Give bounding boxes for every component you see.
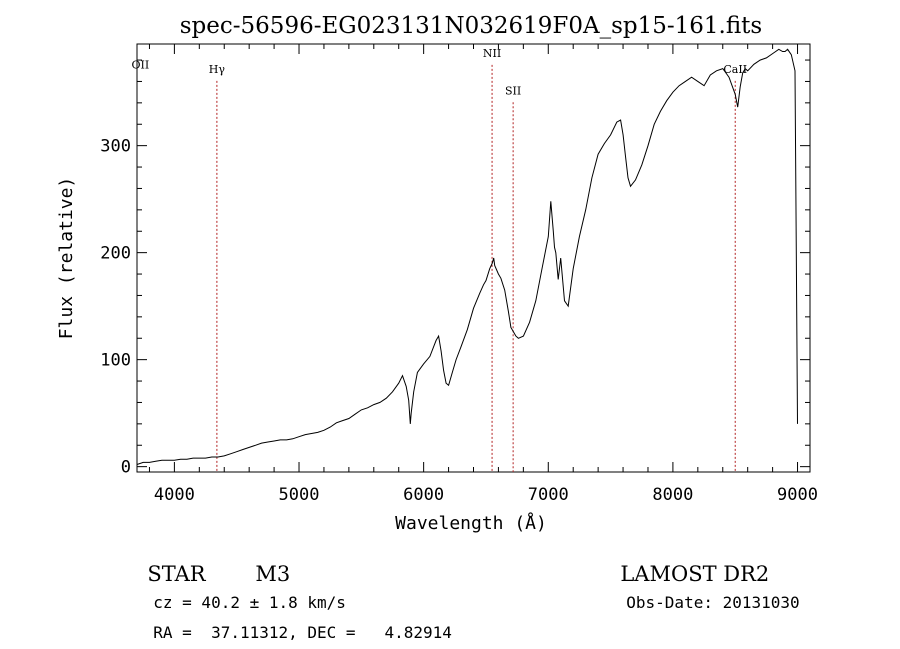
plot-frame — [136, 43, 811, 473]
marker-label-4: CaII — [723, 63, 747, 76]
axes: 4000 5000 6000 7000 8000 9000 0 100 200 300 — [100, 44, 818, 505]
object-subclass-label: M3 — [255, 562, 291, 586]
y-tick-label-1: 100 — [100, 351, 131, 371]
x-tick-label-3: 7000 — [528, 485, 569, 505]
redshift-text: cz = 40.2 ± 1.8 km/s — [134, 574, 346, 612]
x-tick-label-1: 5000 — [279, 485, 320, 505]
spectrum-series-line — [136, 48, 798, 465]
spectral-line-markers: OII Hγ NII SII CaII — [132, 47, 747, 472]
marker-label-2: NII — [483, 47, 501, 60]
object-subclass: M3 — [242, 538, 290, 586]
x-tick-label-0: 4000 — [154, 485, 195, 505]
obs-date-value: Obs-Date: 20131030 — [626, 593, 800, 612]
marker-label-3: SII — [505, 84, 521, 97]
y-tick-label-2: 200 — [100, 244, 131, 264]
coordinates-value: RA = 37.11312, DEC = 4.82914 — [153, 623, 452, 642]
marker-label-0: OII — [132, 59, 150, 72]
marker-label-1: Hγ — [209, 63, 226, 76]
redshift-value: cz = 40.2 ± 1.8 km/s — [153, 593, 346, 612]
x-tick-label-2: 6000 — [403, 485, 444, 505]
object-class: STAR — [134, 538, 206, 586]
survey-name: LAMOST DR2 — [607, 538, 769, 586]
obs-date-text: Obs-Date: 20131030 — [607, 574, 800, 612]
x-axis-label: Wavelength (Å) — [395, 512, 547, 534]
survey-name-label: LAMOST DR2 — [620, 562, 770, 586]
y-tick-label-0: 0 — [121, 458, 131, 478]
coordinates-text: RA = 37.11312, DEC = 4.82914 — [134, 604, 452, 642]
x-tick-label-5: 9000 — [777, 485, 818, 505]
object-class-label: STAR — [147, 562, 206, 586]
y-axis-label: Flux (relative) — [56, 177, 77, 340]
y-tick-label-3: 300 — [100, 137, 131, 157]
chart-title: spec-56596-EG023131N032619F0A_sp15-161.f… — [180, 13, 762, 39]
x-tick-label-4: 8000 — [652, 485, 693, 505]
